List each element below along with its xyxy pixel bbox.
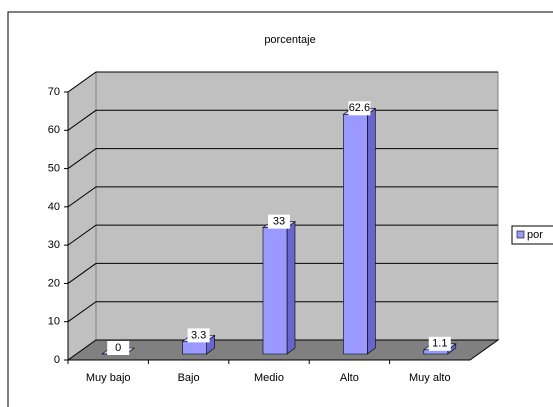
chart-title: porcentaje xyxy=(264,34,315,46)
bar-front xyxy=(343,114,368,355)
y-tick-label: 10 xyxy=(48,316,60,328)
grid-line xyxy=(67,71,498,93)
bar xyxy=(342,107,377,355)
data-label-box xyxy=(428,336,451,351)
x-tick-label: Bajo xyxy=(178,372,200,384)
data-label-box xyxy=(348,101,371,116)
x-tick-label: Medio xyxy=(254,372,284,384)
y-tick-label: 30 xyxy=(48,239,60,251)
data-label-box xyxy=(107,341,130,355)
data-label: 62.6 xyxy=(349,102,370,114)
bar-front xyxy=(182,341,207,355)
y-tick-label: 60 xyxy=(48,124,60,136)
y-tick-label: 20 xyxy=(48,277,60,289)
data-label: 0 xyxy=(115,342,121,354)
x-tick-label: Muy bajo xyxy=(86,372,131,384)
side-wall xyxy=(67,71,97,361)
data-label-box xyxy=(268,214,290,229)
bar-front xyxy=(262,227,288,355)
legend-label: por xyxy=(527,229,543,241)
y-tick-label: 70 xyxy=(48,86,60,98)
legend-swatch xyxy=(516,230,525,239)
legend-box xyxy=(511,225,553,245)
x-tick-label: Alto xyxy=(340,372,359,384)
data-label-box xyxy=(187,328,210,343)
x-tick-label: Muy alto xyxy=(409,372,451,384)
bar-side xyxy=(367,107,376,355)
y-tick-label: 0 xyxy=(54,354,60,366)
y-tick-label: 40 xyxy=(48,201,60,213)
data-label: 1.1 xyxy=(432,338,447,350)
back-wall xyxy=(95,71,499,341)
data-label: 3.3 xyxy=(191,329,206,341)
bar-side xyxy=(286,221,296,355)
y-tick-label: 50 xyxy=(48,162,60,174)
data-label: 33 xyxy=(273,216,285,228)
bar xyxy=(262,221,296,355)
